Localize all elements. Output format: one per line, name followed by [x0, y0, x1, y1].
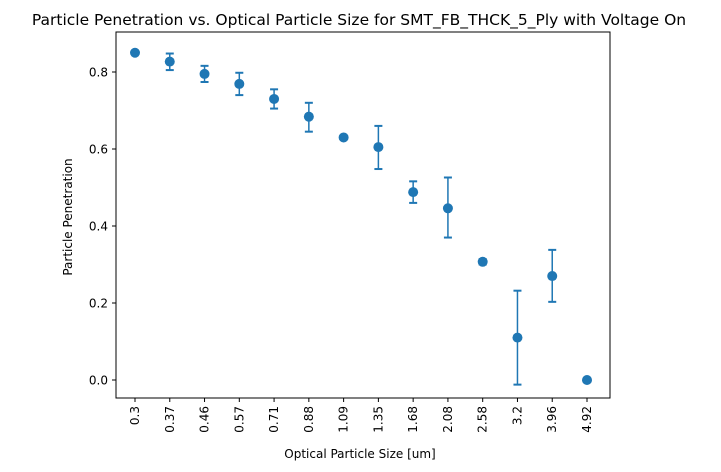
x-tick-label: 0.88: [302, 406, 316, 433]
x-tick-label: 1.68: [406, 406, 420, 433]
data-point: [373, 142, 384, 153]
data-point: [582, 375, 592, 385]
data-point: [269, 93, 280, 104]
x-tick-label: 0.71: [267, 406, 281, 433]
x-tick-label: 3.2: [510, 406, 524, 425]
x-tick-label: 1.35: [371, 406, 385, 433]
data-point: [547, 271, 558, 282]
x-tick-label: 0.3: [128, 406, 142, 425]
x-tick-label: 3.96: [545, 406, 559, 433]
data-point: [477, 256, 488, 267]
plot-frame: [115, 31, 611, 399]
chart-title: Particle Penetration vs. Optical Particl…: [32, 11, 686, 30]
data-point: [338, 132, 349, 143]
data-point: [408, 187, 419, 198]
y-tick-label: 0.6: [89, 143, 108, 157]
y-tick-label: 0.2: [89, 297, 108, 311]
x-tick-label: 0.57: [232, 406, 246, 433]
x-tick-label: 2.58: [476, 406, 490, 433]
x-tick-label: 2.08: [441, 406, 455, 433]
x-tick-label: 1.09: [337, 406, 351, 433]
data-series: [130, 47, 592, 386]
data-point: [303, 111, 314, 122]
y-tick-label: 0.4: [89, 220, 108, 234]
y-tick-label: 0.0: [89, 374, 108, 388]
y-tick-label: 0.8: [89, 66, 108, 80]
data-point: [130, 47, 140, 58]
y-axis: 0.0 0.2 0.4 0.6 0.8: [89, 66, 116, 388]
data-point: [164, 56, 175, 67]
data-point: [512, 332, 523, 343]
y-axis-label: Particle Penetration: [61, 158, 75, 275]
x-tick-label: 0.37: [163, 406, 177, 433]
data-point: [199, 68, 210, 79]
data-point: [234, 78, 245, 89]
x-axis-label: Optical Particle Size [um]: [284, 447, 435, 461]
x-tick-label: 4.92: [580, 406, 594, 433]
data-point: [442, 203, 453, 214]
x-tick-label: 0.46: [198, 406, 212, 433]
x-axis: 0.3 0.37 0.46 0.57 0.71 0.88 1.09 1.35 1.68 2.08 2…: [128, 398, 594, 433]
